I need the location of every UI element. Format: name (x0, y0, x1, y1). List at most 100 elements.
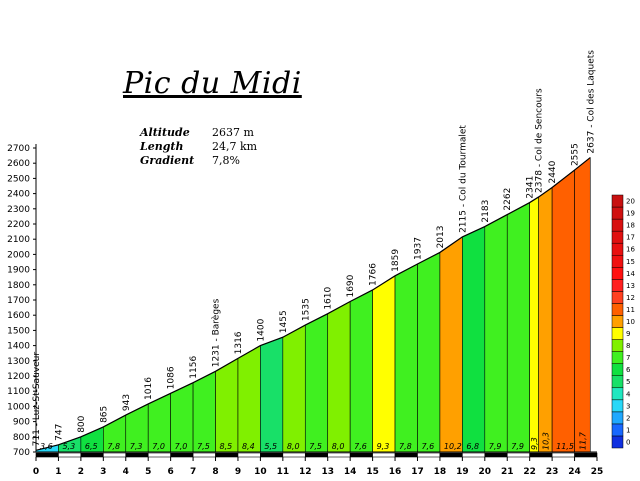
altitude-label: 1859 (391, 249, 401, 272)
km-strip-segment (35, 452, 59, 458)
gradient-labels: 3,6 5,3 6,5 7,8 7,3 7,0 7,0 7,5 8,5 8,4 5,5 8,0 7,5 8… (40, 431, 587, 451)
x-tick-label: 24 (568, 467, 581, 477)
stat-length: Length 24,7 km (140, 140, 257, 154)
segment-gradient-label: 6,8 (466, 442, 479, 451)
gradient-segment (551, 169, 575, 453)
legend-swatch (611, 267, 624, 280)
segment-gradient-label: 9,3 (530, 437, 539, 450)
km-strip-segment (282, 452, 306, 458)
legend-swatch (611, 206, 624, 220)
legend-value-label: 8 (626, 342, 630, 350)
y-tick-label: 2400 (7, 190, 30, 200)
y-tick-label: 900 (13, 418, 30, 428)
km-strip-segment (80, 452, 104, 458)
legend-swatch (611, 375, 624, 389)
segment-gradient-label: 7,3 (130, 442, 143, 451)
segment-gradient-label: 8,4 (242, 442, 255, 451)
gradient-segment (327, 301, 351, 453)
x-tick-label: 23 (546, 467, 559, 477)
legend-value-label: 3 (626, 402, 630, 410)
altitude-label: 1455 (279, 310, 289, 333)
segment-gradient-label: 5,3 (62, 442, 75, 451)
km-strip-segment (147, 452, 171, 458)
gradient-segment (237, 345, 261, 453)
legend-value-label: 15 (626, 258, 635, 266)
x-tick-label: 14 (344, 467, 357, 477)
x-tick-label: 13 (321, 467, 334, 477)
y-tick-label: 1700 (7, 296, 30, 306)
x-tick-label: 25 (591, 467, 604, 477)
x-tick-label: 16 (389, 467, 402, 477)
segment-gradient-label: 5,5 (264, 442, 277, 451)
x-tick-label: 9 (235, 467, 241, 477)
y-tick-label: 1100 (7, 387, 30, 397)
segment-gradient-label: 7,8 (107, 442, 120, 451)
altitude-label: 1086 (167, 366, 177, 389)
x-tick-label: 8 (212, 467, 218, 477)
altitude-label: 943 (122, 394, 132, 411)
segment-gradient-label: 8,0 (287, 442, 300, 451)
y-tick-label: 1900 (7, 266, 30, 276)
altitude-label: 1316 (234, 331, 244, 354)
legend-value-label: 1 (626, 426, 630, 434)
x-tick-label: 12 (299, 467, 312, 477)
legend-swatch (611, 423, 624, 437)
km-strip-segment (506, 452, 530, 458)
segment-gradient-label: 6,5 (85, 442, 98, 451)
x-tick-label: 20 (479, 467, 492, 477)
x-tick-label: 18 (434, 467, 447, 477)
altitude-label: 2115 - Col du Tourmalet (458, 125, 468, 233)
legend-swatch (611, 411, 624, 425)
altitude-label: 711 - Luz-St-Sauveur (32, 352, 42, 447)
km-strip-segment (349, 452, 373, 458)
x-tick-label: 2 (78, 467, 84, 477)
km-strip-segment (215, 452, 239, 458)
legend-swatch (611, 194, 624, 208)
y-tick-label: 2600 (7, 159, 30, 169)
stat-label: Length (140, 140, 184, 153)
altitude-label: 1690 (346, 274, 356, 297)
y-tick-label: 800 (13, 433, 30, 443)
legend-value-label: 11 (626, 306, 635, 314)
legend-value-label: 14 (626, 270, 635, 278)
legend-value-label: 18 (626, 222, 635, 230)
altitude-label: 747 (54, 424, 64, 441)
segment-gradient-label: 7,5 (197, 442, 210, 451)
y-tick-label: 2300 (7, 205, 30, 215)
legend-swatch (611, 327, 624, 340)
altitude-label: 2262 (503, 188, 513, 211)
km-strip-segment (170, 452, 194, 458)
altitude-labels: 711 - Luz-St-Sauveur 747 800 865 943 1016 1086… (32, 50, 596, 447)
segment-gradient-label: 7,6 (421, 442, 434, 451)
legend-value-label: 17 (626, 234, 635, 242)
legend-value-label: 4 (626, 390, 631, 398)
y-tick-label: 1800 (7, 281, 30, 291)
km-strip-segment (327, 452, 351, 458)
km-strip-segment (260, 452, 284, 458)
altitude-label: 1016 (144, 377, 154, 400)
altitude-label: 2341 (526, 176, 536, 199)
legend-swatch (611, 254, 624, 268)
km-strip-segment (103, 452, 127, 458)
x-tick-label: 21 (501, 467, 514, 477)
gradient-segment (574, 156, 591, 453)
y-tick-label: 1200 (7, 372, 30, 382)
legend-swatch (611, 339, 624, 352)
km-strip-segment (394, 452, 418, 458)
legend-swatch (611, 291, 624, 304)
altitude-label: 2555 (571, 143, 581, 166)
km-strip-segment (417, 452, 441, 458)
km-strip-segment (551, 452, 575, 458)
segment-gradient-label: 7,9 (511, 442, 524, 451)
segment-gradient-label: 7,6 (354, 442, 367, 451)
segment-gradient-label: 10,2 (444, 442, 462, 451)
km-strip-segment (529, 452, 553, 458)
legend-value-label: 19 (626, 210, 635, 218)
altitude-label: 865 (99, 406, 109, 423)
gradient-segment (529, 196, 539, 453)
x-tick-label: 11 (277, 467, 290, 477)
km-strip-segment (439, 452, 463, 458)
legend-swatch (611, 399, 624, 413)
gradient-segment (538, 186, 553, 453)
x-tick-label: 6 (168, 467, 174, 477)
